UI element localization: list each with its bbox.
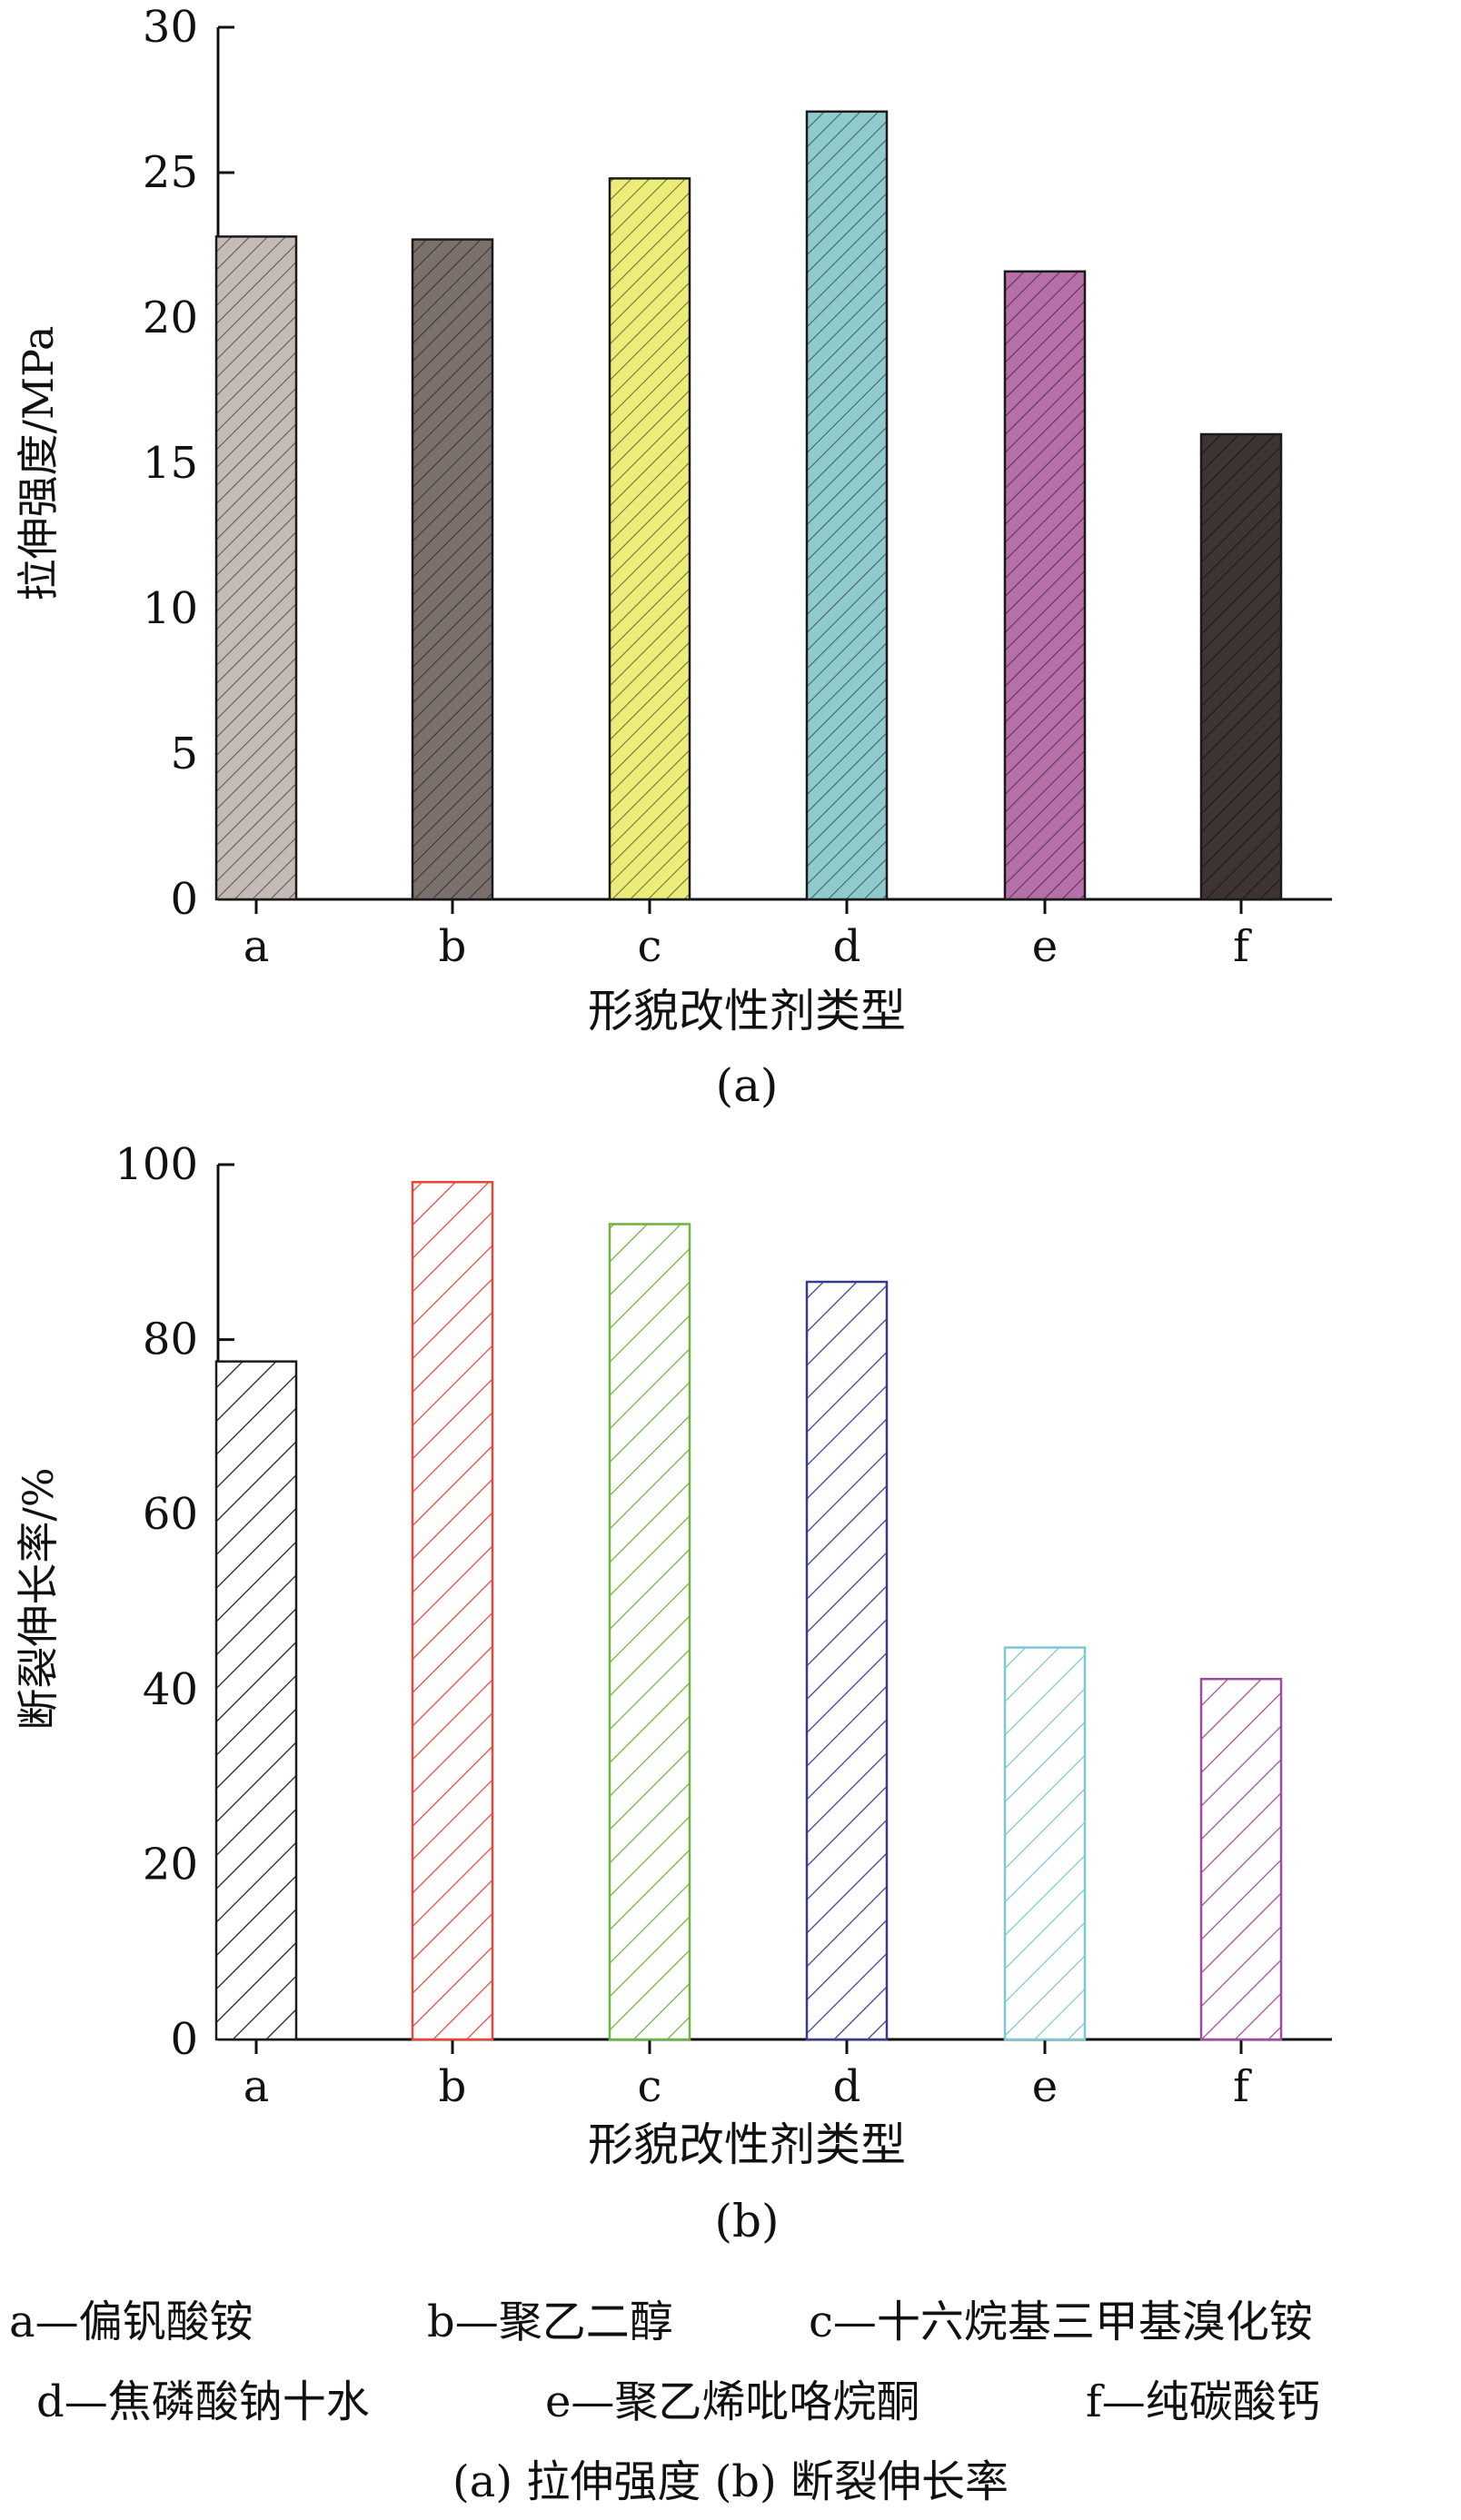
chart-a-ylabel: 拉伸强度/MPa — [14, 326, 63, 601]
chart-b-axes: 0 20 40 60 80 100 a b c d e f — [114, 1139, 1332, 2112]
legend-item-e: e—聚乙烯吡咯烷酮 — [545, 2376, 919, 2427]
x-tick-label: d — [833, 2061, 861, 2112]
x-tick-label: e — [1032, 2061, 1058, 2112]
chart-b-ylabel: 断裂伸长率/% — [14, 1467, 63, 1730]
legend-item-a: a—偏钒酸铵 — [9, 2297, 253, 2347]
bar-a-e — [1003, 270, 1087, 901]
y-tick-label: 20 — [143, 293, 198, 343]
y-tick-label: 0 — [170, 2014, 198, 2065]
legend-item-f: f—纯碳酸钙 — [1086, 2376, 1320, 2427]
chart-tensile-strength: 拉伸强度/MPa 形貌改性剂类型 (a) 0 5 10 15 20 25 30 a b c d e f — [14, 2, 1332, 1112]
bar-b-f — [1199, 1677, 1283, 2041]
bar-a-f — [1199, 432, 1283, 901]
legend: a—偏钒酸铵 b—聚乙二醇 c—十六烷基三甲基溴化铵 d—焦磷酸钠十水 e—聚乙… — [9, 2297, 1320, 2507]
bar-a-c — [608, 177, 691, 901]
x-tick-label: a — [244, 2061, 270, 2112]
x-tick-label: b — [439, 2061, 467, 2112]
figure-caption: (a) 拉伸强度 (b) 断裂伸长率 — [452, 2456, 1009, 2507]
chart-b-panel-label: (b) — [714, 2195, 779, 2247]
x-tick-label: b — [439, 921, 467, 972]
bar-a-a — [214, 235, 298, 901]
chart-b-xlabel: 形貌改性剂类型 — [588, 2118, 906, 2171]
y-tick-label: 10 — [143, 583, 198, 634]
x-tick-label: a — [244, 921, 270, 972]
y-tick-label: 100 — [114, 1139, 198, 1190]
y-tick-label: 20 — [143, 1839, 198, 1890]
bar-a-d — [805, 110, 889, 901]
x-tick-label: f — [1233, 921, 1252, 972]
bar-b-e — [1003, 1646, 1087, 2041]
chart-elongation-at-break: 断裂伸长率/% 形貌改性剂类型 (b) 0 20 40 60 80 100 a b c d e f — [14, 1139, 1332, 2247]
y-tick-label: 80 — [143, 1315, 198, 1365]
chart-a-panel-label: (a) — [716, 1059, 779, 1112]
chart-a-xlabel: 形貌改性剂类型 — [588, 985, 906, 1037]
y-tick-label: 60 — [143, 1489, 198, 1540]
bar-b-c — [608, 1223, 691, 2041]
legend-item-d: d—焦磷酸钠十水 — [36, 2376, 370, 2427]
bar-b-d — [805, 1280, 889, 2041]
x-tick-label: c — [638, 921, 662, 972]
legend-item-b: b—聚乙二醇 — [427, 2297, 673, 2347]
bar-b-b — [411, 1181, 494, 2041]
x-tick-label: f — [1233, 2061, 1252, 2112]
bar-a-b — [411, 238, 494, 901]
y-tick-label: 0 — [170, 874, 198, 925]
y-tick-label: 40 — [143, 1664, 198, 1715]
bar-b-a — [214, 1360, 298, 2041]
y-tick-label: 5 — [170, 729, 198, 779]
y-tick-label: 25 — [143, 147, 198, 198]
chart-a-axes: 0 5 10 15 20 25 30 a b c d e f — [143, 2, 1332, 972]
y-tick-label: 15 — [143, 438, 198, 489]
x-tick-label: d — [833, 921, 861, 972]
legend-item-c: c—十六烷基三甲基溴化铵 — [809, 2297, 1313, 2347]
x-tick-label: e — [1032, 921, 1058, 972]
y-tick-label: 30 — [143, 2, 198, 53]
x-tick-label: c — [638, 2061, 662, 2112]
